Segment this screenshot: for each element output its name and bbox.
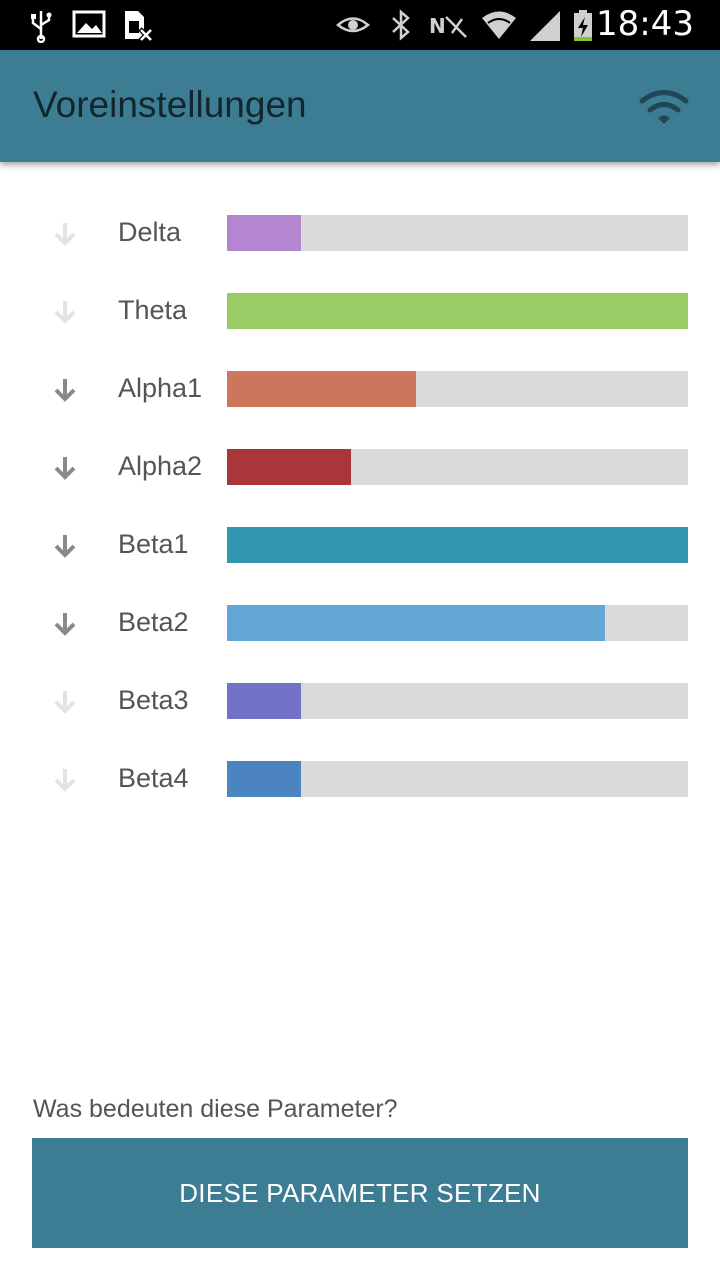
level-bar-fill bbox=[227, 683, 301, 719]
set-parameters-button[interactable]: DIESE PARAMETER SETZEN bbox=[32, 1138, 688, 1248]
level-bar[interactable] bbox=[227, 683, 688, 719]
band-row-delta: Delta bbox=[0, 203, 720, 263]
band-label: Beta4 bbox=[118, 763, 189, 793]
level-bar[interactable] bbox=[227, 527, 688, 563]
arrow-down-icon[interactable] bbox=[50, 375, 80, 405]
signal-icon bbox=[530, 11, 560, 41]
level-bar[interactable] bbox=[227, 449, 688, 485]
image-icon bbox=[72, 10, 106, 38]
level-bar-fill bbox=[227, 449, 352, 485]
page-title: Voreinstellungen bbox=[33, 84, 307, 125]
level-bar[interactable] bbox=[227, 761, 688, 797]
level-bar-fill bbox=[227, 215, 301, 251]
arrow-down-icon[interactable] bbox=[50, 297, 80, 327]
sim-off-icon bbox=[125, 11, 154, 43]
level-bar-fill bbox=[227, 527, 688, 563]
arrow-down-icon[interactable] bbox=[50, 765, 80, 795]
wifi-data-icon bbox=[482, 11, 516, 39]
level-bar[interactable] bbox=[227, 215, 688, 251]
band-row-beta3: Beta3 bbox=[0, 671, 720, 731]
band-row-alpha1: Alpha1 bbox=[0, 359, 720, 419]
bluetooth-icon bbox=[392, 9, 410, 41]
level-bar[interactable] bbox=[227, 293, 688, 329]
level-bar-fill bbox=[227, 293, 688, 329]
band-label: Theta bbox=[118, 295, 188, 325]
svg-text:N: N bbox=[429, 14, 446, 38]
band-label: Beta1 bbox=[118, 529, 189, 559]
band-label: Alpha1 bbox=[118, 373, 203, 403]
usb-icon bbox=[31, 11, 52, 43]
help-link[interactable]: Was bedeuten diese Parameter? bbox=[33, 1095, 398, 1123]
clock: 18:43 bbox=[596, 4, 694, 44]
level-bar[interactable] bbox=[227, 371, 688, 407]
band-row-beta4: Beta4 bbox=[0, 749, 720, 809]
arrow-down-icon[interactable] bbox=[50, 687, 80, 717]
battery-charging-icon bbox=[574, 10, 592, 41]
band-row-beta2: Beta2 bbox=[0, 593, 720, 653]
level-bar-fill bbox=[227, 761, 301, 797]
nfc-off-icon: N bbox=[429, 14, 467, 38]
eye-icon bbox=[336, 17, 370, 33]
wifi-icon[interactable] bbox=[638, 86, 690, 130]
status-bar: N 18:43 bbox=[0, 0, 720, 50]
band-label: Delta bbox=[118, 217, 182, 247]
band-row-theta: Theta bbox=[0, 281, 720, 341]
band-row-beta1: Beta1 bbox=[0, 515, 720, 575]
band-label: Alpha2 bbox=[118, 451, 203, 481]
arrow-down-icon[interactable] bbox=[50, 531, 80, 561]
band-row-alpha2: Alpha2 bbox=[0, 437, 720, 497]
level-bar-fill bbox=[227, 371, 416, 407]
arrow-down-icon[interactable] bbox=[50, 219, 80, 249]
band-label: Beta3 bbox=[118, 685, 189, 715]
level-bar[interactable] bbox=[227, 605, 688, 641]
band-label: Beta2 bbox=[118, 607, 189, 637]
arrow-down-icon[interactable] bbox=[50, 609, 80, 639]
level-bar-fill bbox=[227, 605, 606, 641]
app-bar: Voreinstellungen bbox=[0, 50, 720, 162]
arrow-down-icon[interactable] bbox=[50, 453, 80, 483]
